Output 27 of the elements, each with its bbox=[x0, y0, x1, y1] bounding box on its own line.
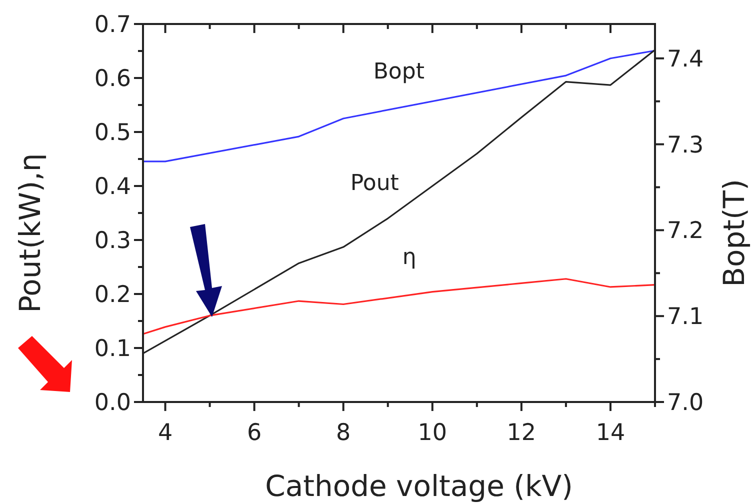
y2-tick-label: 7.1 bbox=[667, 304, 704, 330]
x-tick-label: 10 bbox=[418, 420, 448, 446]
series-label: η bbox=[402, 244, 416, 270]
y2-tick-label: 7.4 bbox=[667, 46, 704, 72]
y-tick-label: 0.2 bbox=[94, 282, 131, 308]
line-series bbox=[142, 278, 656, 335]
y-tick-label: 0.5 bbox=[94, 120, 131, 146]
series-label: Pout bbox=[350, 171, 400, 196]
y2-tick-label: 7.2 bbox=[667, 218, 704, 244]
x-tick-label: 14 bbox=[596, 420, 626, 446]
y2-tick-label: 7.0 bbox=[667, 390, 704, 416]
x-axis-title: Cathode voltage (kV) bbox=[265, 469, 573, 503]
x-tick-label: 4 bbox=[158, 420, 173, 446]
y-tick-label: 0.7 bbox=[94, 12, 131, 38]
y2-tick-label: 7.3 bbox=[667, 132, 704, 158]
x-tick-label: 6 bbox=[246, 420, 262, 446]
x-tick-label: 8 bbox=[336, 420, 351, 446]
y-tick-label: 0.4 bbox=[94, 174, 131, 200]
x-tick-label: 12 bbox=[506, 420, 536, 446]
y-axis-title: Pout(kW),η bbox=[13, 153, 47, 313]
y-tick-label: 0.1 bbox=[94, 336, 131, 362]
y-tick-label: 0.3 bbox=[94, 228, 131, 254]
y-tick-label: 0.6 bbox=[94, 66, 131, 92]
line-series bbox=[142, 50, 656, 162]
series-label: Bopt bbox=[373, 60, 425, 84]
y-tick-label: 0.0 bbox=[94, 390, 131, 416]
y2-axis-title: Bopt(T) bbox=[717, 179, 751, 287]
